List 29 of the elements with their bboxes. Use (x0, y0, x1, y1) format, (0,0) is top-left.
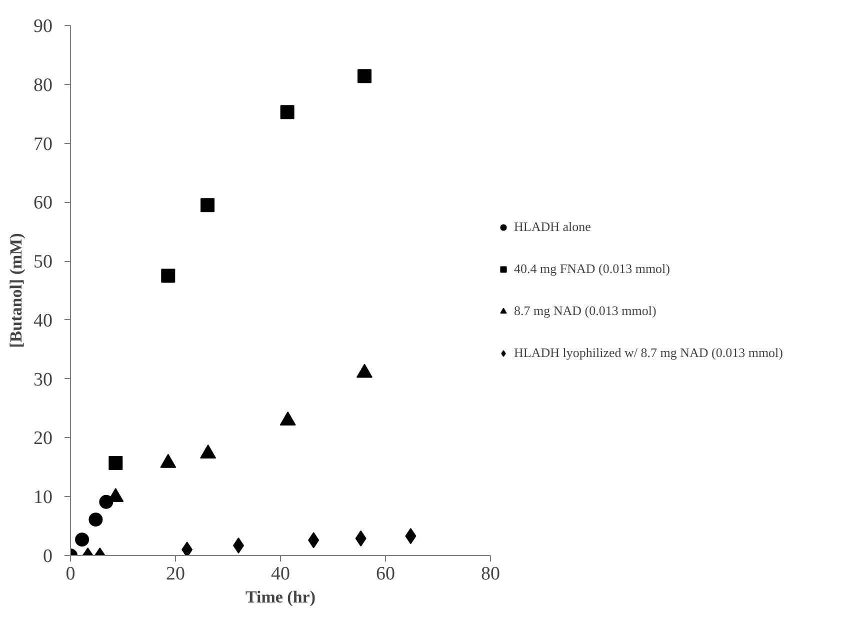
y-tick-label: 10 (34, 487, 52, 508)
legend-label: 40.4 mg FNAD (0.013 mmol) (514, 261, 670, 277)
point (358, 69, 372, 84)
legend-label: HLADH alone (514, 219, 591, 235)
x-tick-label: 20 (166, 564, 185, 584)
point (280, 105, 294, 120)
x-tick-label: 80 (481, 564, 500, 584)
x-tick-label: 60 (376, 564, 395, 584)
y-tick-label: 70 (34, 134, 52, 155)
y-tick-label: 0 (43, 546, 52, 567)
point (75, 532, 90, 547)
x-tick-label: 0 (66, 564, 76, 584)
y-tick-label: 90 (34, 16, 52, 37)
point (161, 268, 176, 283)
point (182, 542, 193, 556)
point (108, 456, 123, 470)
y-tick-label: 30 (34, 369, 52, 390)
legend-label: 8.7 mg NAD (0.013 mmol) (514, 303, 656, 319)
x-tick-label: 40 (271, 564, 290, 584)
legend-label: HLADH lyophilized w/ 8.7 mg NAD (0.013 mmol) (514, 345, 784, 361)
y-tick-label: 20 (34, 428, 52, 450)
y-tick-label: 80 (34, 74, 52, 96)
x-axis-title: Time (hr) (245, 588, 316, 606)
point (200, 198, 215, 212)
y-tick-label: 40 (34, 310, 52, 332)
y-tick-label: 50 (34, 252, 52, 273)
point (88, 512, 103, 527)
y-tick-label: 60 (34, 192, 52, 214)
y-axis-title: [Butanol] (mM) (6, 233, 26, 348)
